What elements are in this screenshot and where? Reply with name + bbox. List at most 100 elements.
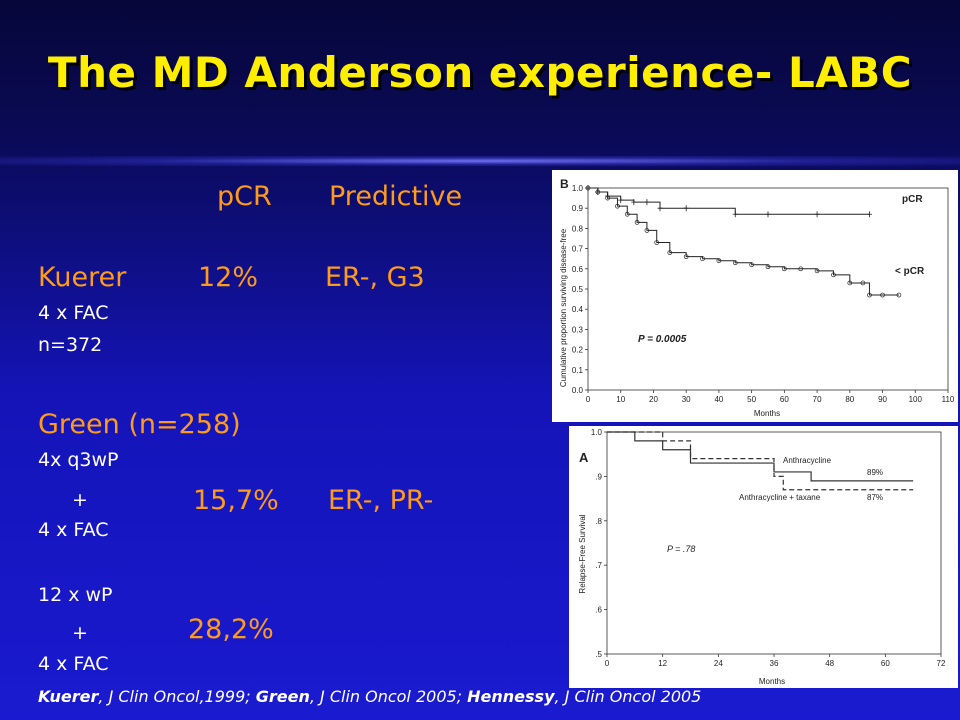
green-arm2-pcr: 28,2% (188, 614, 274, 645)
series-point-2 (847, 280, 853, 286)
series-point-2 (644, 228, 650, 233)
kuerer-survival-chart: B Cumulative proportion surviving diseas… (559, 177, 955, 418)
footnote-ref-3: , J Clin Oncol 2005 (554, 687, 702, 706)
x-tick-label: 90 (878, 395, 887, 404)
series-point-1 (814, 211, 820, 218)
footnote-author-2: Green (255, 687, 310, 706)
series-point-2 (624, 211, 630, 217)
kuerer-pcr: 12% (198, 262, 259, 293)
series-point-1 (618, 197, 624, 204)
chart-b-xlabel: Months (754, 409, 780, 418)
green-arm2-plus: + (72, 622, 88, 644)
x-tick-label: 72 (937, 659, 946, 668)
x-tick-label: 70 (813, 395, 822, 404)
x-tick-label: 50 (747, 395, 756, 404)
header-pcr: pCR (217, 181, 272, 212)
series-point-1 (683, 205, 689, 212)
x-tick-label: 24 (714, 659, 723, 668)
series-point-2 (765, 264, 771, 270)
plot-frame (587, 187, 949, 391)
y-tick-label: 0.4 (572, 305, 584, 314)
green-arm1-fac: 4 x FAC (38, 519, 109, 541)
green-arm1-pcr: 15,7% (193, 485, 279, 516)
chart-b-series-lt-pcr-label: < pCR (895, 266, 925, 277)
x-tick-label: 80 (845, 395, 854, 404)
y-tick-label: 0.0 (572, 386, 584, 395)
x-tick-label: 0 (605, 659, 610, 668)
green-arm1-predictive: ER-, PR- (328, 485, 434, 516)
x-tick-label: 100 (909, 395, 923, 404)
x-tick-label: 48 (825, 659, 834, 668)
header-predictive: Predictive (329, 181, 463, 212)
chart-a-panel-label: A (579, 450, 589, 465)
x-tick-label: 60 (780, 395, 789, 404)
y-tick-label: 0.6 (572, 265, 584, 274)
green-arm2-fac: 4 x FAC (38, 653, 109, 675)
series-point-2 (605, 195, 610, 201)
y-tick-label: .5 (595, 650, 602, 659)
green-name: Green (n=258) (38, 409, 241, 440)
y-tick-label: 0.8 (572, 224, 584, 233)
series-point-1 (866, 211, 872, 218)
series-point-2 (595, 189, 601, 195)
green-arm1-regimen: 4x q3wP (38, 449, 119, 471)
series-point-2 (860, 280, 866, 286)
series-point-2 (798, 266, 804, 272)
chart-b-panel-label: B (560, 177, 569, 191)
series-point-2 (716, 258, 722, 264)
chart-a-series1-label: Anthracycline (783, 456, 832, 465)
chart-b-ylabel: Cumulative proportion surviving disease-… (559, 228, 568, 387)
chart-b-series-pcr-label: pCR (902, 194, 923, 205)
y-tick-label: .8 (595, 517, 602, 526)
kuerer-predictive: ER-, G3 (325, 262, 425, 293)
y-tick-label: 0.9 (572, 204, 584, 213)
title-divider (0, 156, 960, 166)
series-line-1 (588, 187, 870, 215)
series-point-1 (644, 199, 650, 206)
kuerer-name: Kuerer (38, 262, 127, 293)
series-point-1 (765, 211, 771, 218)
series-point-2 (585, 185, 591, 191)
chart-a-xlabel: Months (759, 677, 785, 686)
x-tick-label: 30 (682, 395, 691, 404)
series-point-2 (634, 219, 640, 225)
footnote-ref-1: , J Clin Oncol,1999; (98, 687, 256, 706)
y-tick-label: 1.0 (591, 428, 603, 437)
green-arm1-plus: + (72, 489, 88, 511)
y-tick-label: 0.3 (572, 325, 584, 334)
series-point-2 (732, 260, 738, 266)
y-tick-label: 0.2 (572, 346, 584, 355)
series-point-2 (749, 262, 754, 268)
series-point-2 (683, 254, 689, 260)
chart-green: A Relapse-Free Survival Months P = .78 A… (569, 426, 958, 688)
series-point-2 (615, 203, 620, 209)
series-point-2 (654, 240, 660, 245)
chart-b-pvalue: P = 0.0005 (638, 334, 687, 345)
footnote-author-3: Hennessy (467, 687, 555, 706)
x-tick-label: 36 (770, 659, 779, 668)
kuerer-n: n=372 (38, 334, 103, 356)
chart-a-ylabel: Relapse-Free Survival (578, 514, 587, 593)
y-tick-label: 0.1 (572, 366, 584, 375)
series-point-1 (732, 211, 738, 218)
chart-a-series1-end: 89% (867, 468, 883, 477)
y-tick-label: 1.0 (572, 184, 584, 193)
x-tick-label: 20 (649, 395, 658, 404)
chart-a-pvalue: P = .78 (667, 544, 695, 554)
series-line-2 (607, 431, 914, 491)
series-line-2 (588, 187, 899, 296)
series-point-2 (667, 250, 673, 255)
series-point-2 (880, 292, 885, 298)
series-point-2 (831, 272, 836, 278)
series-point-2 (700, 256, 705, 262)
chart-a-series2-label: Anthracycline + taxane (739, 493, 821, 502)
footnote-author-1: Kuerer (38, 687, 99, 706)
series-point-2 (867, 292, 872, 298)
series-point-2 (782, 266, 787, 272)
series-point-1 (657, 205, 663, 212)
y-tick-label: .7 (595, 561, 602, 570)
y-tick-label: .6 (595, 606, 602, 615)
series-point-2 (814, 268, 820, 274)
green-arm2-regimen: 12 x wP (38, 584, 113, 606)
y-tick-label: 0.7 (572, 245, 584, 254)
